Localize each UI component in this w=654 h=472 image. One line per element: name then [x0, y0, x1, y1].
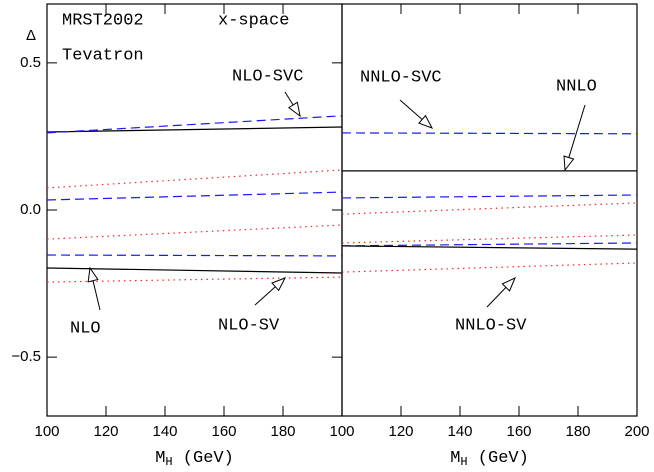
annotation: MRST2002	[62, 11, 144, 30]
series-line	[46, 126, 343, 133]
x-axis-label: MH (GeV)	[450, 449, 529, 469]
annotation-arrow	[92, 280, 101, 311]
series-line	[341, 242, 638, 247]
series-line	[341, 234, 638, 244]
series-line	[46, 254, 343, 257]
plot-frame	[341, 3, 638, 417]
y-axis-label: Δ	[26, 27, 36, 44]
annotation-arrowhead	[418, 114, 434, 129]
x-axis-label-main: M	[155, 449, 165, 468]
series-line	[341, 245, 638, 250]
annotation: NNLO	[556, 77, 597, 96]
y-tick-label: 0.5	[20, 54, 41, 71]
annotation-arrow	[254, 286, 276, 306]
series-line	[341, 132, 638, 135]
annotation-arrow	[284, 91, 294, 106]
x-axis-label-main: M	[450, 449, 460, 468]
series-line	[341, 202, 638, 215]
annotation: NNLO-SVC	[360, 68, 442, 87]
annotation-arrowhead	[87, 266, 99, 283]
series-line	[341, 194, 638, 199]
annotation-arrowhead	[563, 155, 575, 172]
annotation: x-space	[218, 11, 289, 30]
x-tick-label: 160	[506, 423, 531, 440]
annotation-arrow	[486, 287, 507, 308]
x-tick-label: 140	[152, 423, 177, 440]
x-tick-label: 180	[270, 423, 295, 440]
plot-frame	[46, 3, 343, 417]
x-tick-label: 120	[388, 423, 413, 440]
x-tick-label: 100	[329, 423, 354, 440]
annotation: NNLO-SV	[455, 316, 527, 335]
x-tick-label: 140	[447, 423, 472, 440]
series-line	[46, 169, 343, 189]
series-line	[46, 267, 343, 274]
annotation: NLO-SV	[218, 316, 280, 335]
x-tick-label: 120	[93, 423, 118, 440]
x-tick-label: 100	[34, 423, 59, 440]
annotation-arrow	[399, 99, 423, 120]
annotation-arrowhead	[287, 101, 301, 118]
x-tick-label: 160	[211, 423, 236, 440]
x-axis-label-rest: (GeV)	[468, 449, 529, 468]
annotation: NLO-SVC	[232, 67, 303, 86]
y-tick-label: 0.0	[20, 201, 41, 218]
x-axis-label-sub: H	[165, 455, 172, 469]
series-line	[46, 224, 343, 240]
annotation-arrowhead	[271, 277, 287, 292]
series-line	[341, 262, 638, 273]
x-axis-label-rest: (GeV)	[173, 449, 234, 468]
x-tick-label: 200	[624, 423, 649, 440]
x-axis-label-sub: H	[460, 455, 467, 469]
annotation-arrow	[568, 104, 586, 158]
series-line	[46, 191, 343, 201]
annotation: Tevatron	[62, 46, 144, 65]
x-tick-label: 180	[565, 423, 590, 440]
annotation: NLO	[70, 319, 101, 338]
y-tick-label: −0.5	[11, 348, 41, 365]
x-axis-label: MH (GeV)	[155, 449, 234, 469]
series-line	[46, 115, 343, 134]
annotation-arrowhead	[501, 276, 516, 292]
